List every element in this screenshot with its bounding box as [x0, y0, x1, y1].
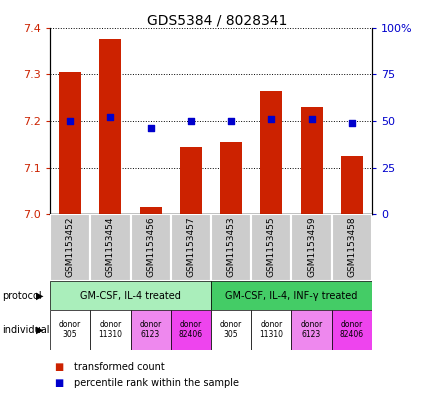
Bar — [251, 310, 291, 350]
Text: GSM1153457: GSM1153457 — [186, 216, 195, 277]
Text: GM-CSF, IL-4 treated: GM-CSF, IL-4 treated — [80, 291, 181, 301]
Bar — [300, 107, 322, 214]
Bar — [340, 156, 362, 214]
Point — [348, 119, 355, 126]
Text: GSM1153456: GSM1153456 — [146, 216, 155, 277]
Text: donor
305: donor 305 — [220, 320, 242, 339]
Bar — [171, 310, 210, 350]
Bar — [99, 39, 121, 214]
Text: donor
11310: donor 11310 — [259, 320, 283, 339]
Text: GSM1153455: GSM1153455 — [266, 216, 275, 277]
Text: GSM1153459: GSM1153459 — [306, 216, 316, 277]
Text: transformed count: transformed count — [74, 362, 164, 373]
Point — [107, 114, 114, 120]
Point — [307, 116, 314, 122]
Bar — [90, 214, 130, 281]
Bar — [291, 214, 331, 281]
Bar — [130, 214, 171, 281]
Text: donor
82406: donor 82406 — [178, 320, 202, 339]
Bar — [210, 310, 251, 350]
Bar — [50, 310, 90, 350]
Bar — [179, 147, 201, 214]
Bar — [331, 310, 371, 350]
Point — [187, 118, 194, 124]
Text: ▶: ▶ — [36, 325, 43, 335]
Point — [66, 118, 73, 124]
Text: donor
305: donor 305 — [59, 320, 81, 339]
Text: percentile rank within the sample: percentile rank within the sample — [74, 378, 238, 388]
Bar — [331, 214, 371, 281]
Point — [227, 118, 234, 124]
Text: donor
82406: donor 82406 — [339, 320, 363, 339]
Text: protocol: protocol — [2, 291, 42, 301]
Bar — [210, 281, 371, 310]
Text: GM-CSF, IL-4, INF-γ treated: GM-CSF, IL-4, INF-γ treated — [225, 291, 357, 301]
Text: GSM1153453: GSM1153453 — [226, 216, 235, 277]
Bar — [220, 142, 242, 214]
Bar — [260, 90, 282, 214]
Text: GSM1153458: GSM1153458 — [346, 216, 355, 277]
Text: ■: ■ — [54, 378, 63, 388]
Bar — [130, 310, 171, 350]
Point — [267, 116, 274, 122]
Bar — [171, 214, 210, 281]
Bar — [50, 281, 210, 310]
Text: donor
6123: donor 6123 — [139, 320, 161, 339]
Text: donor
11310: donor 11310 — [98, 320, 122, 339]
Bar — [59, 72, 81, 214]
Bar — [90, 310, 130, 350]
Text: ■: ■ — [54, 362, 63, 373]
Text: donor
6123: donor 6123 — [300, 320, 322, 339]
Text: ▶: ▶ — [36, 291, 43, 301]
Bar — [251, 214, 291, 281]
Text: GSM1153452: GSM1153452 — [66, 216, 75, 277]
Text: individual: individual — [2, 325, 49, 335]
Point — [147, 125, 154, 131]
Text: GSM1153454: GSM1153454 — [105, 216, 115, 277]
Bar — [291, 310, 331, 350]
Bar — [210, 214, 251, 281]
Bar — [139, 207, 161, 214]
Bar — [50, 214, 90, 281]
Text: GDS5384 / 8028341: GDS5384 / 8028341 — [147, 14, 287, 28]
